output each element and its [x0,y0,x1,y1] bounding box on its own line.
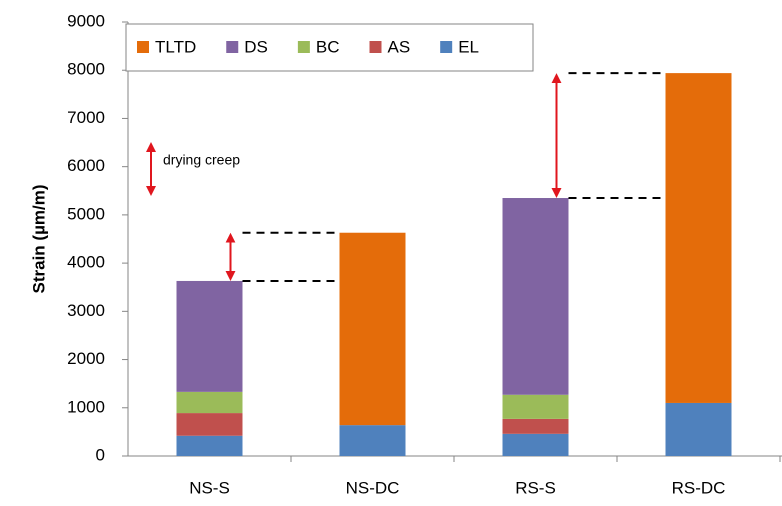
bar-segment [176,391,243,414]
legend-swatch [297,41,310,53]
bar-segment [339,232,406,426]
y-tick-label: 1000 [67,397,105,416]
legend-label: EL [458,37,479,56]
bar-segment [665,73,732,403]
y-tick-label: 0 [96,445,105,464]
bar-segment [665,402,732,456]
legend-label: TLTD [155,37,196,56]
bar-segment [502,433,569,456]
bar-segment [176,280,243,392]
legend-label: DS [244,37,268,56]
y-axis-title: Strain (µm/m) [29,185,48,294]
annotation: drying creep [163,152,240,168]
bar-segment [339,425,406,456]
legend-swatch [369,41,382,53]
legend-swatch [137,41,149,53]
bar-segment [176,413,243,436]
x-tick-label: NS-DC [346,478,400,497]
legend-box [125,23,534,72]
legend-label: BC [316,37,340,56]
bar-segment [502,198,569,395]
y-tick-label: 9000 [67,11,105,30]
bar-segment [176,435,243,456]
legend-swatch [440,41,453,53]
y-tick-label: 3000 [67,301,105,320]
x-tick-label: NS-S [189,478,230,497]
bar-segment [502,418,569,434]
y-tick-label: 2000 [67,349,105,368]
y-tick-label: 5000 [67,204,105,223]
y-tick-label: 4000 [67,253,105,272]
y-tick-label: 7000 [67,108,105,127]
legend-swatch [226,41,239,53]
bar-segment [502,394,569,419]
x-tick-label: RS-S [515,478,556,497]
y-tick-label: 6000 [67,156,105,175]
x-tick-label: RS-DC [672,478,726,497]
legend-label: AS [388,37,411,56]
y-tick-label: 8000 [67,60,105,79]
